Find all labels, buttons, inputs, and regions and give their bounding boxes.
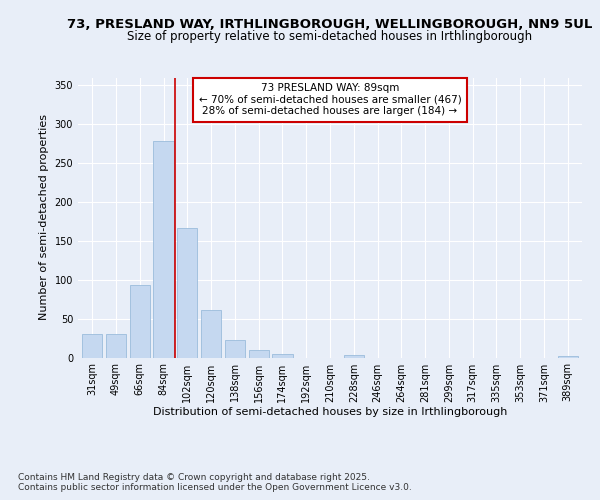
Bar (106, 334, 126, 357)
Bar (344, 355, 364, 358)
Y-axis label: Number of semi-detached properties: Number of semi-detached properties (39, 114, 49, 320)
Bar (154, 142, 173, 358)
Bar (201, 310, 221, 358)
Bar (225, 340, 245, 357)
Bar (272, 354, 293, 358)
Text: Contains HM Land Registry data © Crown copyright and database right 2025.
Contai: Contains HM Land Registry data © Crown c… (18, 473, 412, 492)
Bar (248, 350, 269, 358)
Bar (557, 356, 578, 358)
X-axis label: Distribution of semi-detached houses by size in Irthlingborough: Distribution of semi-detached houses by … (153, 408, 507, 418)
Bar (177, 228, 197, 358)
Text: Size of property relative to semi-detached houses in Irthlingborough: Size of property relative to semi-detach… (127, 30, 533, 43)
Bar (130, 285, 150, 358)
Text: 73, PRESLAND WAY, IRTHLINGBOROUGH, WELLINGBOROUGH, NN9 5UL: 73, PRESLAND WAY, IRTHLINGBOROUGH, WELLI… (67, 18, 593, 30)
Text: 73 PRESLAND WAY: 89sqm
← 70% of semi-detached houses are smaller (467)
28% of se: 73 PRESLAND WAY: 89sqm ← 70% of semi-det… (199, 83, 461, 116)
Bar (82, 334, 103, 357)
